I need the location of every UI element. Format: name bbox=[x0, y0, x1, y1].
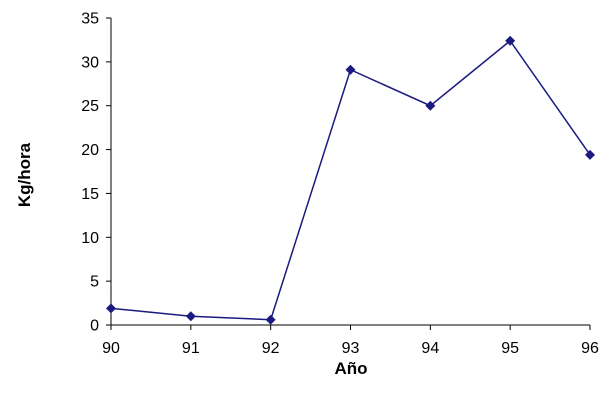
y-tick-label: 25 bbox=[81, 98, 99, 115]
y-tick-label: 20 bbox=[81, 142, 99, 159]
x-tick-label: 91 bbox=[182, 340, 200, 357]
x-tick-label: 94 bbox=[421, 340, 439, 357]
series-line bbox=[110, 39, 591, 321]
y-tick-label: 15 bbox=[81, 186, 99, 203]
data-point-marker bbox=[505, 35, 516, 46]
y-tick-label: 30 bbox=[81, 54, 99, 71]
data-point-marker bbox=[585, 149, 595, 160]
data-point-marker bbox=[265, 314, 276, 325]
x-tick-label: 90 bbox=[102, 340, 120, 357]
data-point-marker bbox=[185, 311, 196, 322]
y-tick-label: 10 bbox=[81, 230, 99, 247]
x-axis-title: Año bbox=[334, 359, 367, 378]
y-tick-label: 35 bbox=[81, 11, 99, 28]
x-tick-label: 95 bbox=[501, 340, 519, 357]
x-tick-label: 96 bbox=[581, 340, 599, 357]
data-point-marker bbox=[345, 64, 356, 75]
data-point-marker bbox=[425, 100, 436, 111]
x-tick-label: 92 bbox=[262, 340, 280, 357]
y-axis-title: Kg/hora bbox=[15, 142, 34, 207]
data-series bbox=[106, 35, 595, 325]
y-axis: 0 5 10 15 20 25 30 35 bbox=[81, 11, 112, 335]
y-tick-label: 5 bbox=[90, 274, 99, 291]
data-point-marker bbox=[106, 303, 116, 314]
x-axis: 90 91 92 93 94 95 96 bbox=[102, 324, 599, 357]
x-tick-label: 93 bbox=[342, 340, 360, 357]
y-tick-label: 0 bbox=[90, 318, 99, 335]
